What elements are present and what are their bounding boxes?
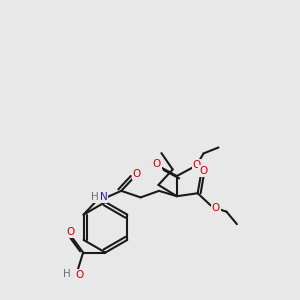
Text: H: H — [64, 269, 71, 279]
Text: N: N — [100, 192, 107, 202]
Text: O: O — [192, 160, 201, 170]
Text: O: O — [75, 270, 83, 280]
Text: O: O — [199, 166, 207, 176]
Text: O: O — [212, 203, 220, 213]
Text: O: O — [153, 159, 161, 169]
Text: H: H — [91, 192, 98, 202]
Text: O: O — [66, 227, 74, 237]
Text: O: O — [133, 169, 141, 179]
